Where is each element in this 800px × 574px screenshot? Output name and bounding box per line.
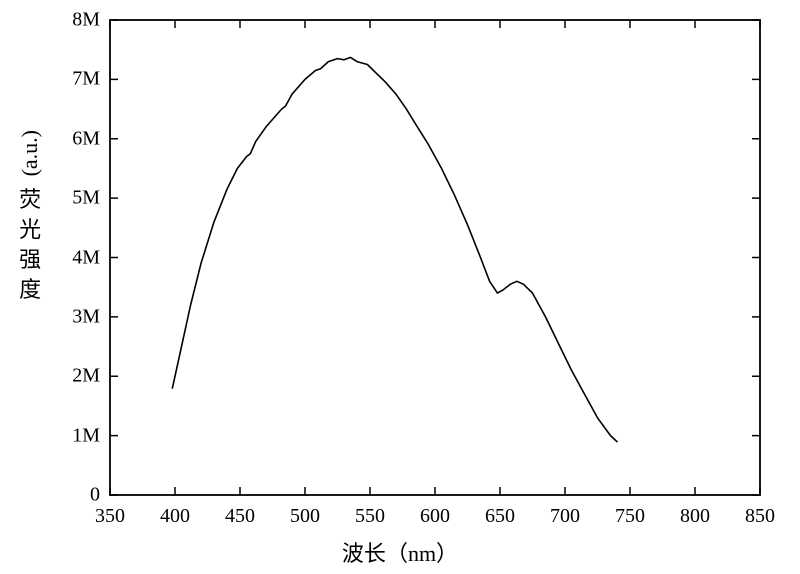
y-tick-label: 4M: [72, 246, 100, 269]
x-tick-label: 750: [615, 505, 645, 528]
x-tick-label: 800: [680, 505, 710, 528]
x-tick-label: 400: [160, 505, 190, 528]
y-tick-label: 7M: [72, 68, 100, 91]
x-tick-label: 550: [355, 505, 385, 528]
chart-svg: [0, 0, 800, 574]
x-tick-label: 450: [225, 505, 255, 528]
fluorescence-spectrum-chart: (a.u.) 荧 光 强 度 波长（nm） 350400450500550600…: [0, 0, 800, 574]
x-tick-label: 700: [550, 505, 580, 528]
x-tick-label: 350: [95, 505, 125, 528]
x-tick-label: 500: [290, 505, 320, 528]
y-tick-label: 8M: [72, 9, 100, 32]
y-tick-label: 6M: [72, 127, 100, 150]
y-tick-label: 1M: [72, 424, 100, 447]
x-tick-label: 600: [420, 505, 450, 528]
y-tick-label: 5M: [72, 187, 100, 210]
y-tick-label: 0: [90, 484, 100, 507]
y-tick-label: 3M: [72, 305, 100, 328]
x-tick-label: 850: [745, 505, 775, 528]
x-tick-label: 650: [485, 505, 515, 528]
y-tick-label: 2M: [72, 365, 100, 388]
